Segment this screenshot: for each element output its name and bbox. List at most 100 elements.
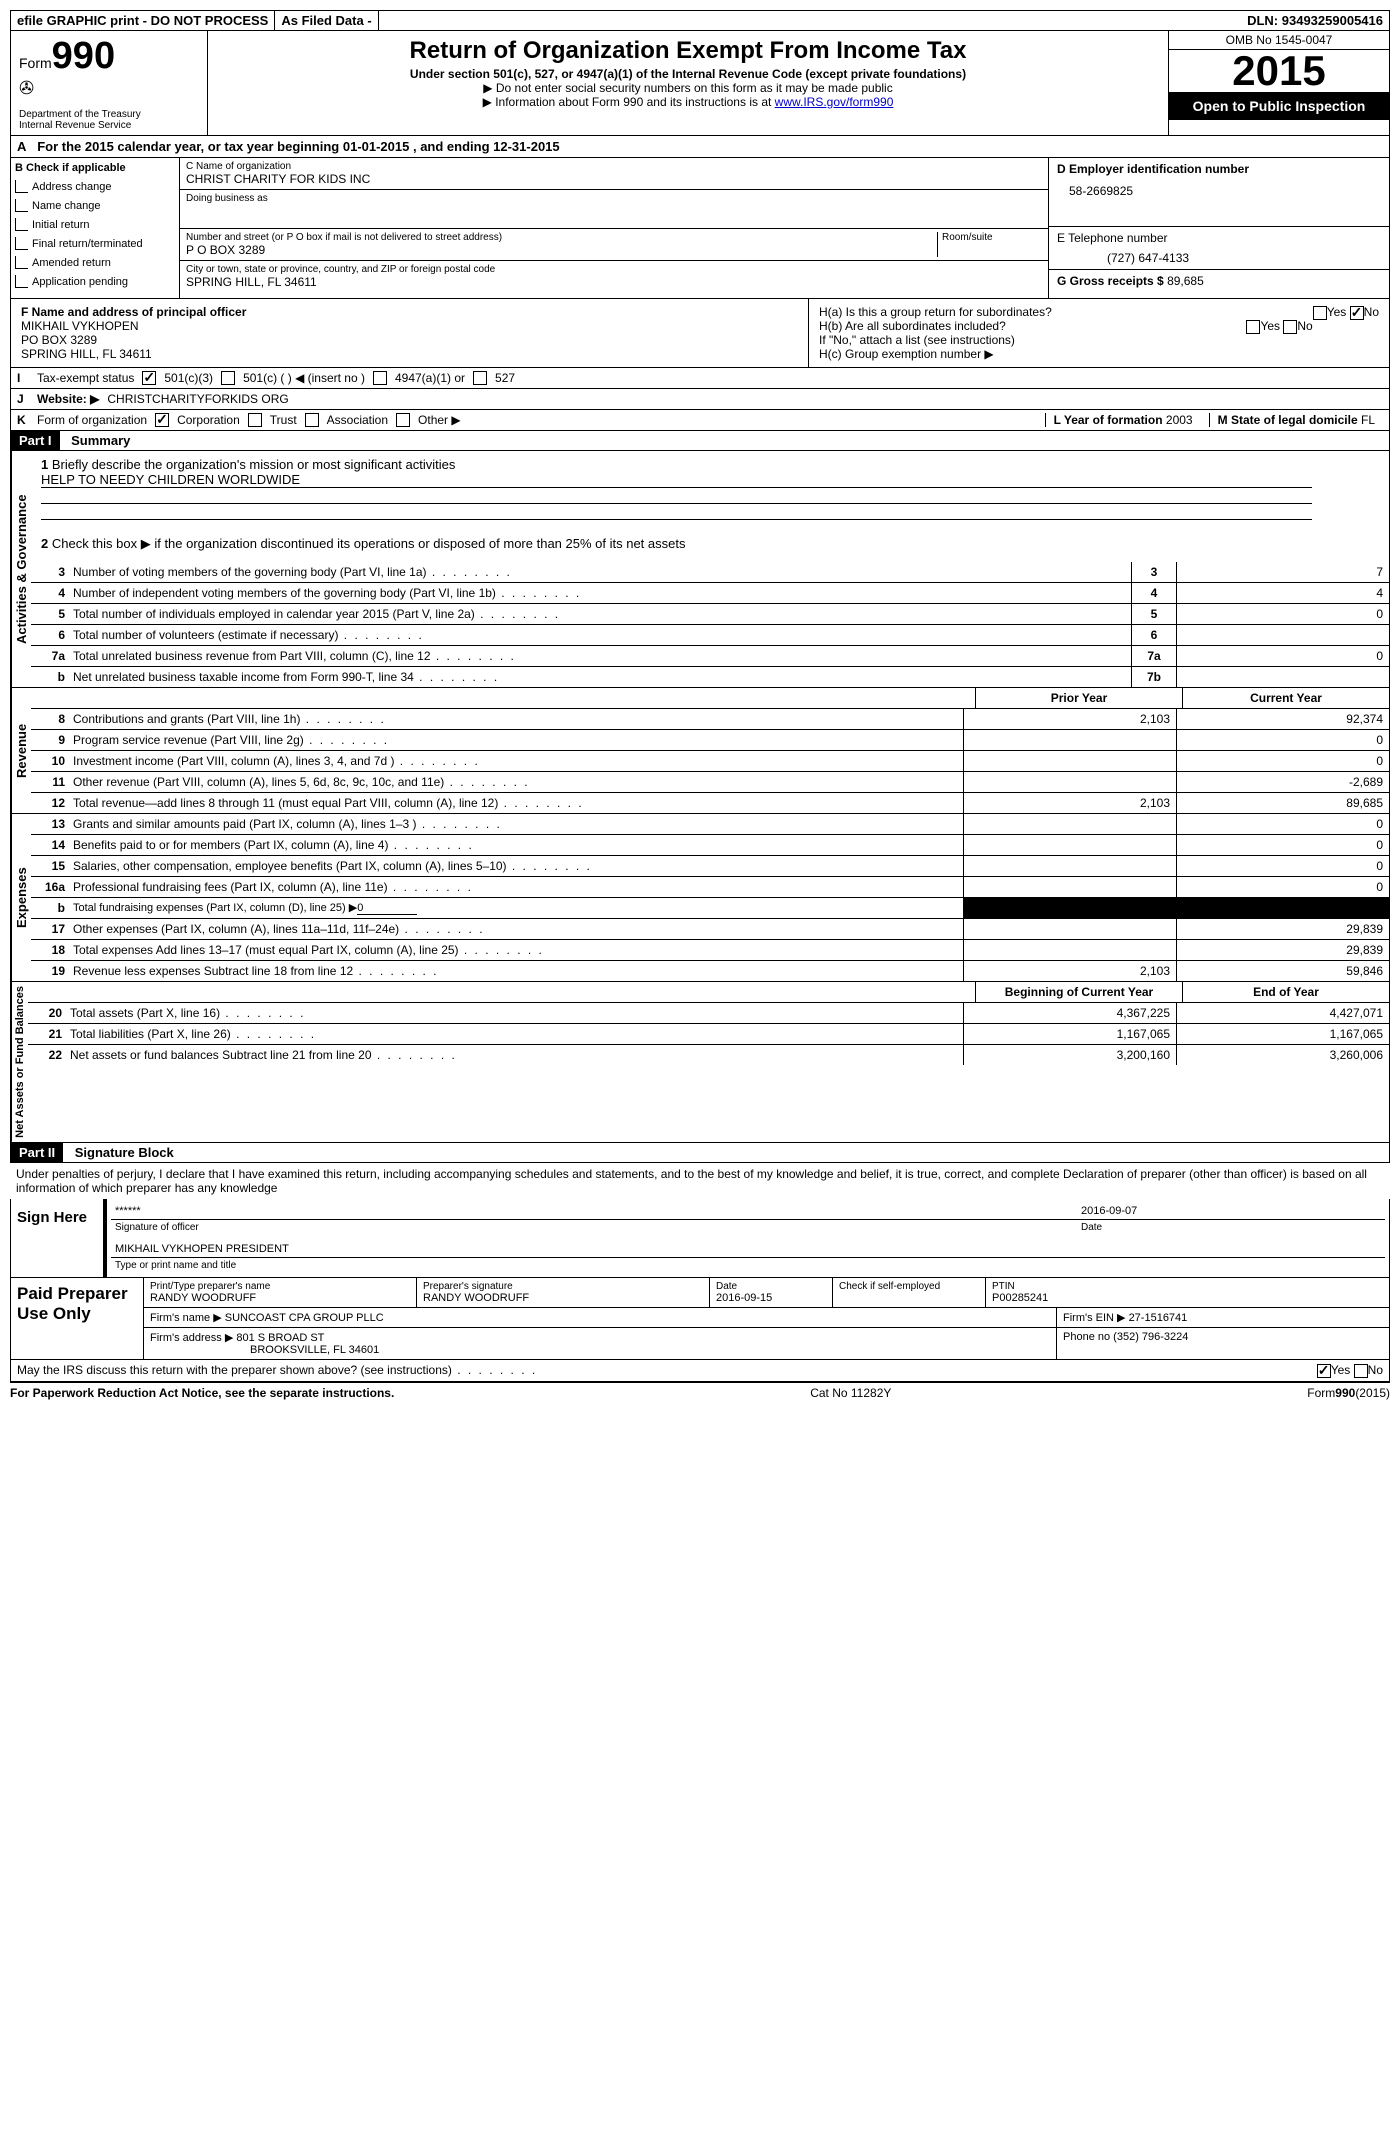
ha-yes-cb[interactable] <box>1313 306 1327 320</box>
exp-line-15: 15Salaries, other compensation, employee… <box>31 856 1389 877</box>
year-box: OMB No 1545-0047 2015 Open to Public Ins… <box>1168 31 1389 135</box>
sig-line1: ****** 2016-09-07 <box>111 1203 1385 1220</box>
net-rows: 20Total assets (Part X, line 16)4,367,22… <box>28 1003 1389 1065</box>
hb-no: No <box>1297 319 1312 333</box>
dept-treasury: Department of the Treasury <box>19 109 199 120</box>
col-b: B Check if applicable Address change Nam… <box>11 158 180 298</box>
cb-trust[interactable] <box>248 413 262 427</box>
expenses-section: Expenses 13Grants and similar amounts pa… <box>10 814 1390 982</box>
open-inspection: Open to Public Inspection <box>1169 92 1389 120</box>
tel-label: E Telephone number <box>1057 231 1381 245</box>
rev-line-8: 8Contributions and grants (Part VIII, li… <box>31 709 1389 730</box>
cb-527[interactable] <box>473 371 487 385</box>
org-name-cell: C Name of organization CHRIST CHARITY FO… <box>180 158 1048 190</box>
officer-cell: F Name and address of principal officer … <box>11 299 808 367</box>
governance-body: 1 Briefly describe the organization's mi… <box>31 451 1389 687</box>
form-number: Form990 <box>19 35 199 78</box>
m-value: FL <box>1361 413 1375 427</box>
hb-no-cb[interactable] <box>1283 320 1297 334</box>
efile-notice: efile GRAPHIC print - DO NOT PROCESS <box>11 11 275 30</box>
form-box: Form990 ✇ Department of the Treasury Int… <box>11 31 208 135</box>
hb-yes-cb[interactable] <box>1246 320 1260 334</box>
opt-501c3: 501(c)(3) <box>164 371 213 385</box>
tel-cell: E Telephone number (727) 647-4133 <box>1049 227 1389 270</box>
website-value: CHRISTCHARITYFORKIDS ORG <box>107 392 288 406</box>
ein-value: 58-2669825 <box>1057 176 1381 198</box>
part2-title: Signature Block <box>67 1143 182 1162</box>
sig-line1-labels: Signature of officer Date <box>111 1220 1385 1235</box>
cb-name-change[interactable]: Name change <box>15 199 175 212</box>
prep-row2: Firm's name ▶ SUNCOAST CPA GROUP PLLC Fi… <box>144 1308 1389 1328</box>
cb-501c[interactable] <box>221 371 235 385</box>
tax-year: 2015 <box>1169 50 1389 92</box>
cb-501c3[interactable] <box>142 371 156 385</box>
cb-initial-return[interactable]: Initial return <box>15 218 175 231</box>
gross-label: G Gross receipts $ <box>1057 274 1164 288</box>
cb-amended[interactable]: Amended return <box>15 256 175 269</box>
hdr-current: Current Year <box>1182 688 1389 708</box>
discuss-no-cb[interactable] <box>1354 1364 1368 1378</box>
cb-4947[interactable] <box>373 371 387 385</box>
part1-header-row: Part I Summary <box>10 431 1390 451</box>
cb-other[interactable] <box>396 413 410 427</box>
hdr-begin: Beginning of Current Year <box>975 982 1182 1002</box>
ptin-value: P00285241 <box>992 1292 1383 1304</box>
firm-name-label: Firm's name ▶ <box>150 1312 222 1324</box>
governance-section: Activities & Governance 1 Briefly descri… <box>10 451 1390 688</box>
opt-other: Other ▶ <box>418 413 461 427</box>
opt-assoc: Association <box>327 413 388 427</box>
sig-date-value: 2016-09-07 <box>1081 1205 1381 1217</box>
officer-addr1: PO BOX 3289 <box>21 333 798 347</box>
org-name-label: C Name of organization <box>186 161 1042 172</box>
officer-label: F Name and address of principal officer <box>21 305 798 319</box>
line1-text: Briefly describe the organization's miss… <box>52 457 455 472</box>
h-cell: H(a) Is this a group return for subordin… <box>808 299 1389 367</box>
expenses-label: Expenses <box>11 814 31 981</box>
ha-no-cb[interactable] <box>1350 306 1364 320</box>
governance-label: Activities & Governance <box>11 451 31 687</box>
irs-link[interactable]: www.IRS.gov/form990 <box>775 95 894 109</box>
note-info-text: ▶ Information about Form 990 and its ins… <box>483 95 775 109</box>
cb-corp[interactable] <box>155 413 169 427</box>
cb-final-return[interactable]: Final return/terminated <box>15 237 175 250</box>
cb-assoc[interactable] <box>305 413 319 427</box>
exp-line-17: 17Other expenses (Part IX, column (A), l… <box>31 919 1389 940</box>
firm-addr1: 801 S BROAD ST <box>236 1332 324 1344</box>
paid-preparer-label: Paid Preparer Use Only <box>11 1278 143 1359</box>
firm-addr2: BROOKSVILLE, FL 34601 <box>150 1344 379 1356</box>
exp-line-14: 14Benefits paid to or for members (Part … <box>31 835 1389 856</box>
discuss-yes-cb[interactable] <box>1317 1364 1331 1378</box>
form-prefix: Form <box>19 55 52 71</box>
dba-cell: Doing business as <box>180 190 1048 229</box>
city-label: City or town, state or province, country… <box>186 264 1042 275</box>
discuss-no: No <box>1368 1363 1383 1377</box>
row-k-text: Form of organization <box>37 413 147 427</box>
hc-label: H(c) Group exemption number ▶ <box>819 347 1379 361</box>
prep-sig: RANDY WOODRUFF <box>423 1292 703 1304</box>
opt-trust: Trust <box>270 413 297 427</box>
opt-501c: 501(c) ( ) ◀ (insert no ) <box>243 371 365 385</box>
l-cell: L Year of formation 2003 <box>1045 413 1201 427</box>
exp-line-16a: 16aProfessional fundraising fees (Part I… <box>31 877 1389 898</box>
prep-row1: Print/Type preparer's name RANDY WOODRUF… <box>144 1278 1389 1308</box>
sig-stars: ****** <box>115 1205 1081 1217</box>
net-line-22: 22Net assets or fund balances Subtract l… <box>28 1045 1389 1065</box>
exp-line-b: bTotal fundraising expenses (Part IX, co… <box>31 898 1389 919</box>
city-cell: City or town, state or province, country… <box>180 261 1048 292</box>
cb-address-change[interactable]: Address change <box>15 180 175 193</box>
discuss-row: May the IRS discuss this return with the… <box>10 1360 1390 1382</box>
preparer-section: Paid Preparer Use Only Print/Type prepar… <box>10 1278 1390 1360</box>
opt-corp: Corporation <box>177 413 240 427</box>
cb-pending[interactable]: Application pending <box>15 275 175 288</box>
part2-header-row: Part II Signature Block <box>10 1143 1390 1163</box>
form-footer: Form990(2015) <box>1307 1386 1390 1400</box>
net-line-21: 21Total liabilities (Part X, line 26)1,1… <box>28 1024 1389 1045</box>
ein-label: D Employer identification number <box>1057 162 1381 176</box>
part2-header: Part II <box>11 1143 63 1162</box>
hb-yes: Yes <box>1260 319 1280 333</box>
gov-line-4: 4Number of independent voting members of… <box>31 583 1389 604</box>
net-body: Beginning of Current Year End of Year 20… <box>28 982 1389 1142</box>
self-employed-label: Check if self-employed <box>839 1281 940 1292</box>
sig-officer-label: Signature of officer <box>115 1222 1081 1233</box>
row-j: J Website: ▶ CHRISTCHARITYFORKIDS ORG <box>10 389 1390 410</box>
